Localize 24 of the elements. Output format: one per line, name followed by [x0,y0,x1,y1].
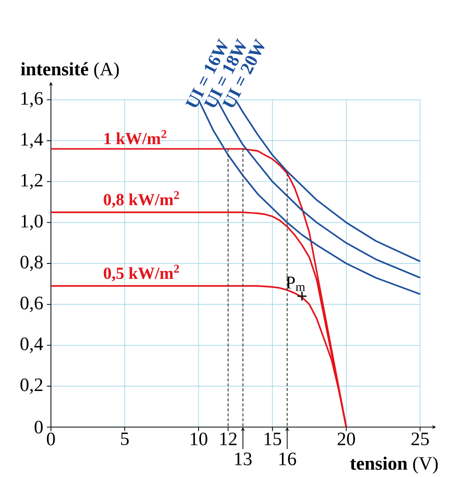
annotation: 16 [279,452,296,466]
y-tick-label: 0,4 [20,338,44,353]
y-tick-label: 0,2 [20,378,42,394]
y-tick-label: 0,6 [20,296,43,312]
x-tick-label: 10 [190,432,208,446]
x-tick-label: 5 [121,432,129,446]
y-tick-label: 1,2 [21,174,42,190]
x-tick-label: 12 [220,432,237,446]
series-label: 0,8 kW/m$^{2}$ [104,191,179,208]
y-tick-label: 0 [34,420,43,434]
series-label: 1 kW/m$^{2}$ [104,130,166,144]
x-tick-label: 15 [264,432,282,446]
y-tick-label: 1,6 [21,92,43,108]
annotation: 13 [235,452,252,466]
x-tick-label: 0 [46,432,55,446]
y-axis-title: intensité (A) [20,62,119,80]
x-tick-label: 20 [338,432,355,446]
series-label: 0,5 kW/m$^{2}$ [104,264,179,282]
x-tick-label: 25 [411,432,429,446]
y-tick-label: 1,4 [21,133,44,148]
annotation: P$_{m}$ [286,276,306,291]
y-tick-label: 1,0 [21,214,43,230]
y-tick-label: 0,8 [20,256,43,272]
x-axis-title: tension (V) [350,456,438,474]
